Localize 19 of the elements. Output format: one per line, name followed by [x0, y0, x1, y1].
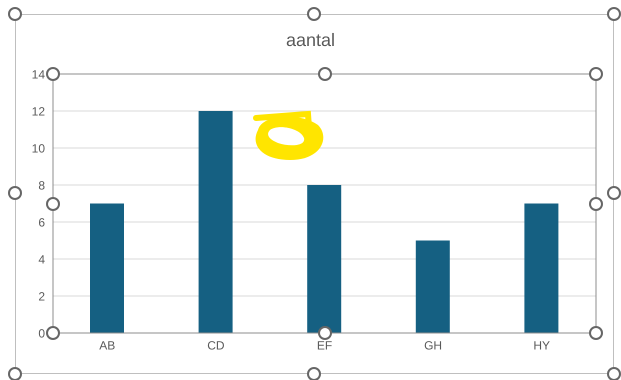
bar	[90, 204, 124, 333]
x-tick-label: HY	[533, 338, 550, 353]
x-tick-label: GH	[424, 338, 442, 353]
bar	[307, 185, 342, 333]
bar	[416, 240, 450, 333]
y-tick-label: 2	[38, 289, 46, 304]
x-tick-label: CD	[207, 338, 225, 353]
y-tick-label: 0	[38, 326, 46, 340]
bar	[198, 111, 233, 333]
x-tick-label: AB	[99, 338, 116, 353]
y-tick-label: 8	[38, 178, 46, 192]
y-tick-label: 12	[32, 104, 46, 118]
y-tick-label: 4	[38, 252, 46, 266]
bar	[524, 204, 558, 333]
y-tick-label: 14	[32, 67, 46, 82]
x-tick-label: EF	[316, 338, 332, 353]
y-tick-label: 10	[32, 141, 46, 156]
y-tick-label: 6	[38, 215, 46, 230]
chart-title: aantal	[284, 30, 336, 51]
